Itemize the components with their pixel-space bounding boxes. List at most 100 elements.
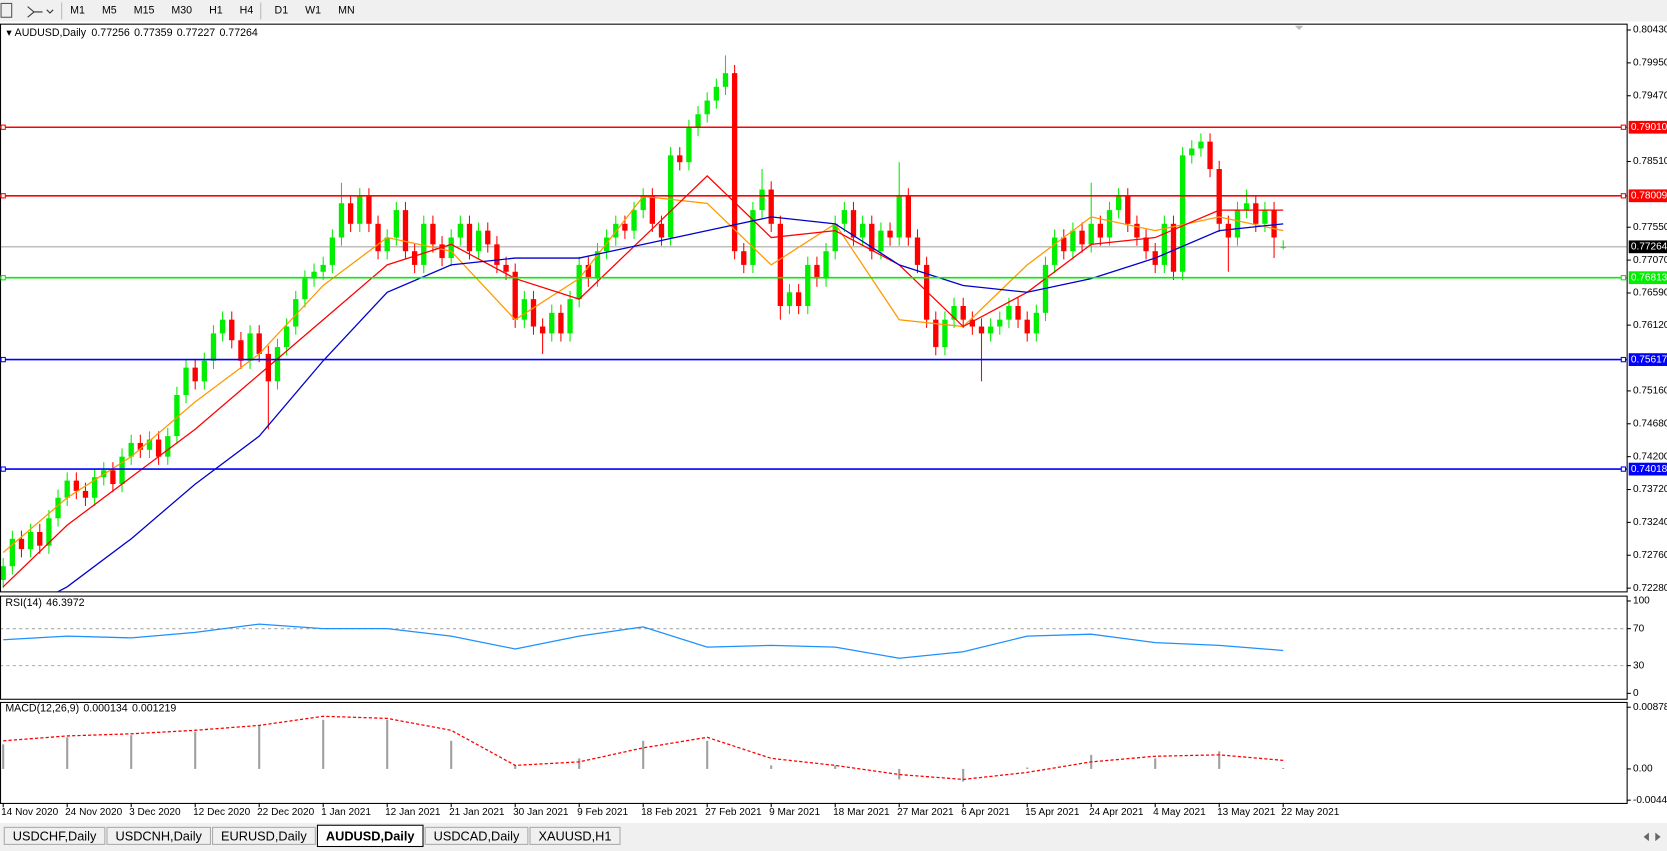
candle-body xyxy=(567,299,573,334)
tab[interactable] xyxy=(3,826,106,845)
candle-body xyxy=(713,86,720,101)
macd-bar xyxy=(706,740,709,769)
y-tick-label: 0.77070 xyxy=(1633,255,1667,266)
macd-value: 0.000134 xyxy=(83,702,127,714)
y-tick-label: 0.73720 xyxy=(1633,484,1667,495)
collapse-arrow[interactable]: ▾ xyxy=(6,27,14,39)
tab-label[interactable]: AUDUSD,Daily xyxy=(326,828,415,843)
candle-body xyxy=(265,353,271,382)
candle-body xyxy=(183,367,189,396)
timeframe-button[interactable]: D1 xyxy=(275,5,289,17)
timeframe-button[interactable]: H4 xyxy=(240,5,254,17)
macd-bar xyxy=(1282,767,1285,769)
level-label-box xyxy=(1628,462,1667,476)
candle-body xyxy=(850,210,857,238)
candle-body xyxy=(969,319,976,327)
candle-body xyxy=(411,251,418,265)
moving-average xyxy=(2,174,1284,588)
candle-body xyxy=(1033,312,1040,334)
candle-body xyxy=(869,223,875,252)
candle-body xyxy=(165,436,171,457)
tab-scroll[interactable] xyxy=(1643,832,1661,842)
candle-body xyxy=(987,326,994,334)
candle-body xyxy=(457,223,463,238)
y-tick-label: 100 xyxy=(1633,596,1650,607)
x-tick-label: 21 Jan 2021 xyxy=(449,807,505,818)
candle-body xyxy=(1070,230,1076,252)
tab-bar: USDCHF,Daily USDCNH,Daily EURUSD,Daily AUDU… xyxy=(0,823,1667,851)
candle-body xyxy=(978,326,985,334)
candle-body xyxy=(1079,230,1085,245)
candle-body xyxy=(91,477,98,498)
tab[interactable] xyxy=(212,826,316,845)
timeframe-button[interactable]: M30 xyxy=(171,5,192,17)
macd-bar xyxy=(450,740,453,769)
macd-bar xyxy=(322,719,325,769)
x-tick-label: 15 Apr 2021 xyxy=(1025,807,1080,818)
level-label-box xyxy=(1628,120,1667,134)
toolbar xyxy=(0,0,1667,22)
tool-icon[interactable] xyxy=(0,2,13,18)
x-tick-label: 30 Jan 2021 xyxy=(513,807,569,818)
tab-label[interactable]: XAUUSD,H1 xyxy=(539,828,612,843)
candle-body xyxy=(384,237,390,252)
tab[interactable] xyxy=(424,826,529,845)
level-label: 0.79010 xyxy=(1631,122,1667,133)
tab-label[interactable]: USDCNH,Daily xyxy=(115,828,202,843)
candle-body xyxy=(73,480,79,491)
candle-body xyxy=(704,100,710,115)
candle-body xyxy=(887,230,893,238)
candle-body xyxy=(1006,305,1012,320)
candle-body xyxy=(1271,210,1277,238)
candle-body xyxy=(1051,237,1058,265)
level-handle xyxy=(1620,356,1627,363)
x-tick-label: 3 Dec 2020 xyxy=(129,807,181,818)
level-label: 0.75617 xyxy=(1631,354,1667,365)
candle-body xyxy=(256,333,262,354)
timeframe-button[interactable]: W1 xyxy=(305,5,321,17)
y-tick-label: 0.00 xyxy=(1633,764,1653,775)
timeframe-button[interactable]: MN xyxy=(338,5,355,17)
candle-body xyxy=(0,566,6,580)
candle-body xyxy=(923,264,930,320)
tab-label[interactable]: USDCHF,Daily xyxy=(13,828,97,843)
candle-body xyxy=(594,251,601,279)
y-tick-label: 0.79470 xyxy=(1633,90,1667,101)
tab-label[interactable]: USDCAD,Daily xyxy=(434,828,520,843)
timeframe-button[interactable]: M1 xyxy=(70,5,85,17)
candle-body xyxy=(1024,319,1030,334)
y-tick-label: 70 xyxy=(1633,623,1645,634)
candle-body xyxy=(750,210,756,265)
candle-body xyxy=(832,223,838,252)
candle-body xyxy=(686,127,692,163)
candle-body xyxy=(448,237,454,259)
y-tick-label: 0.73240 xyxy=(1633,517,1667,528)
candle-body xyxy=(521,299,527,320)
level-handle xyxy=(0,124,6,130)
y-tick-label: 0.008782 xyxy=(1633,702,1667,713)
candle-body xyxy=(238,340,244,361)
macd-bar xyxy=(386,719,389,769)
level-handle xyxy=(1620,275,1627,281)
tab[interactable] xyxy=(106,826,211,845)
candle-body xyxy=(37,531,43,546)
tab[interactable] xyxy=(529,826,621,845)
candle-body xyxy=(1280,246,1286,248)
timeframe-button[interactable]: H1 xyxy=(209,5,223,17)
tab[interactable] xyxy=(316,824,424,848)
tool-icon[interactable] xyxy=(27,6,54,18)
x-tick-label: 1 Jan 2021 xyxy=(321,807,371,818)
tab-label[interactable]: EURUSD,Daily xyxy=(221,828,307,843)
timeframe-button[interactable]: M5 xyxy=(102,5,117,17)
timeframe-button[interactable]: M15 xyxy=(134,5,155,17)
header-open: 0.77256 xyxy=(91,27,129,39)
candle-body xyxy=(210,333,217,361)
header-low: 0.77227 xyxy=(177,27,215,39)
candle-body xyxy=(722,73,729,87)
level-handle xyxy=(1620,466,1627,472)
candle-body xyxy=(914,237,921,265)
x-tick-label: 4 May 2021 xyxy=(1153,807,1206,818)
x-tick-label: 12 Dec 2020 xyxy=(193,807,251,818)
